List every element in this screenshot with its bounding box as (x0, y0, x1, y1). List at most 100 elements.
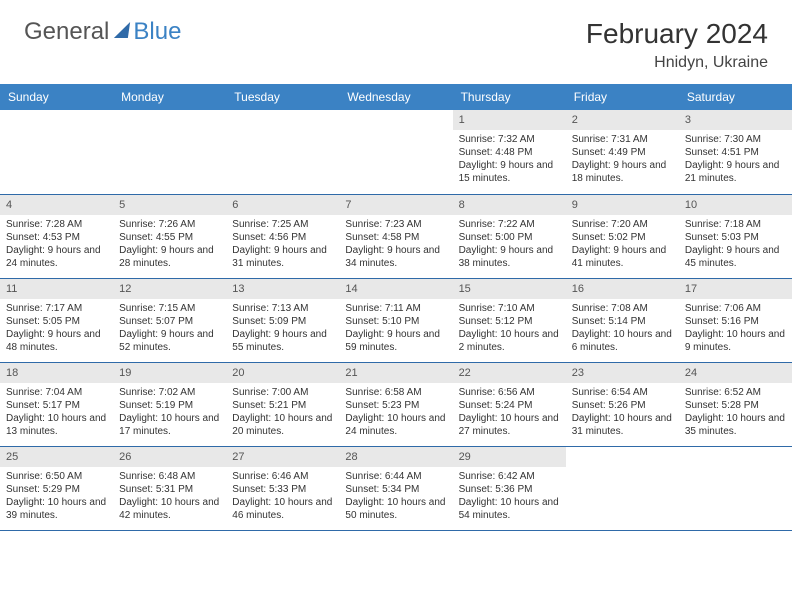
daylight-text: Daylight: 9 hours and 15 minutes. (459, 159, 560, 185)
sunrise-text: Sunrise: 7:26 AM (119, 218, 220, 231)
sunset-text: Sunset: 5:33 PM (232, 483, 333, 496)
day-cell (113, 110, 226, 194)
day-cell (0, 110, 113, 194)
day-info: Sunrise: 7:08 AMSunset: 5:14 PMDaylight:… (570, 302, 675, 354)
sunset-text: Sunset: 5:12 PM (459, 315, 560, 328)
day-info: Sunrise: 7:31 AMSunset: 4:49 PMDaylight:… (570, 133, 675, 185)
daylight-text: Daylight: 10 hours and 13 minutes. (6, 412, 107, 438)
day-number: 25 (0, 447, 113, 467)
daylight-text: Daylight: 10 hours and 35 minutes. (685, 412, 786, 438)
day-number: 5 (113, 195, 226, 215)
day-cell: 17 Sunrise: 7:06 AMSunset: 5:16 PMDayligh… (679, 278, 792, 362)
day-cell (226, 110, 339, 194)
day-cell: 12Sunrise: 7:15 AMSunset: 5:07 PMDayligh… (113, 278, 226, 362)
sunset-text: Sunset: 5:17 PM (6, 399, 107, 412)
day-header: Monday (113, 84, 226, 110)
daylight-text: Daylight: 10 hours and 46 minutes. (232, 496, 333, 522)
day-number: 24 (679, 363, 792, 383)
day-number: 13 (226, 279, 339, 299)
sunrise-text: Sunrise: 7:02 AM (119, 386, 220, 399)
day-number: 15 (453, 279, 566, 299)
day-cell: 10Sunrise: 7:18 AMSunset: 5:03 PMDayligh… (679, 194, 792, 278)
day-info: Sunrise: 7:00 AMSunset: 5:21 PMDaylight:… (230, 386, 335, 438)
sunrise-text: Sunrise: 7:13 AM (232, 302, 333, 315)
day-info: Sunrise: 7:11 AMSunset: 5:10 PMDaylight:… (343, 302, 448, 354)
sunset-text: Sunset: 5:00 PM (459, 231, 560, 244)
sunrise-text: Sunrise: 7:32 AM (459, 133, 560, 146)
daylight-text: Daylight: 9 hours and 52 minutes. (119, 328, 220, 354)
day-cell: 28 Sunrise: 6:44 AMSunset: 5:34 PMDayligh… (339, 446, 452, 530)
day-cell: 16Sunrise: 7:08 AMSunset: 5:14 PMDayligh… (566, 278, 679, 362)
day-cell: 23Sunrise: 6:54 AMSunset: 5:26 PMDayligh… (566, 362, 679, 446)
day-info: Sunrise: 7:06 AMSunset: 5:16 PMDaylight:… (683, 302, 788, 354)
day-cell: 4 Sunrise: 7:28 AMSunset: 4:53 PMDaylight… (0, 194, 113, 278)
day-cell: 2Sunrise: 7:31 AMSunset: 4:49 PMDaylight… (566, 110, 679, 194)
sunrise-text: Sunrise: 7:15 AM (119, 302, 220, 315)
day-cell: 29Sunrise: 6:42 AMSunset: 5:36 PMDayligh… (453, 446, 566, 530)
sunrise-text: Sunrise: 6:52 AM (685, 386, 786, 399)
day-number: 11 (0, 279, 113, 299)
sunrise-text: Sunrise: 7:20 AM (572, 218, 673, 231)
daylight-text: Daylight: 9 hours and 28 minutes. (119, 244, 220, 270)
day-number: 19 (113, 363, 226, 383)
sunrise-text: Sunrise: 7:06 AM (685, 302, 786, 315)
sunrise-text: Sunrise: 7:04 AM (6, 386, 107, 399)
sunset-text: Sunset: 5:05 PM (6, 315, 107, 328)
logo-text-general: General (24, 18, 109, 46)
day-info: Sunrise: 7:28 AMSunset: 4:53 PMDaylight:… (4, 218, 109, 270)
day-header: Friday (566, 84, 679, 110)
location: Hnidyn, Ukraine (586, 54, 768, 72)
sunset-text: Sunset: 4:49 PM (572, 146, 673, 159)
day-info: Sunrise: 6:42 AMSunset: 5:36 PMDaylight:… (457, 470, 562, 522)
day-info: Sunrise: 6:58 AMSunset: 5:23 PMDaylight:… (343, 386, 448, 438)
day-info: Sunrise: 7:17 AMSunset: 5:05 PMDaylight:… (4, 302, 109, 354)
day-cell: 26Sunrise: 6:48 AMSunset: 5:31 PMDayligh… (113, 446, 226, 530)
sunrise-text: Sunrise: 7:11 AM (345, 302, 446, 315)
week-row: 11Sunrise: 7:17 AMSunset: 5:05 PMDayligh… (0, 278, 792, 362)
sunset-text: Sunset: 4:48 PM (459, 146, 560, 159)
sunset-text: Sunset: 5:07 PM (119, 315, 220, 328)
sunset-text: Sunset: 4:58 PM (345, 231, 446, 244)
sunset-text: Sunset: 5:28 PM (685, 399, 786, 412)
daylight-text: Daylight: 9 hours and 48 minutes. (6, 328, 107, 354)
day-number: 28 (339, 447, 452, 467)
sunset-text: Sunset: 5:14 PM (572, 315, 673, 328)
day-header: Tuesday (226, 84, 339, 110)
day-number: 8 (453, 195, 566, 215)
day-cell: 20Sunrise: 7:00 AMSunset: 5:21 PMDayligh… (226, 362, 339, 446)
day-info: Sunrise: 6:44 AMSunset: 5:34 PMDaylight:… (343, 470, 448, 522)
day-info: Sunrise: 7:13 AMSunset: 5:09 PMDaylight:… (230, 302, 335, 354)
day-info: Sunrise: 6:56 AMSunset: 5:24 PMDaylight:… (457, 386, 562, 438)
day-number: 14 (339, 279, 452, 299)
day-cell: 7Sunrise: 7:23 AMSunset: 4:58 PMDaylight… (339, 194, 452, 278)
day-info: Sunrise: 7:22 AMSunset: 5:00 PMDaylight:… (457, 218, 562, 270)
day-cell: 25Sunrise: 6:50 AMSunset: 5:29 PMDayligh… (0, 446, 113, 530)
daylight-text: Daylight: 9 hours and 41 minutes. (572, 244, 673, 270)
daylight-text: Daylight: 10 hours and 27 minutes. (459, 412, 560, 438)
day-info: Sunrise: 7:32 AMSunset: 4:48 PMDaylight:… (457, 133, 562, 185)
day-info: Sunrise: 6:52 AMSunset: 5:28 PMDaylight:… (683, 386, 788, 438)
day-number: 10 (679, 195, 792, 215)
sunrise-text: Sunrise: 6:46 AM (232, 470, 333, 483)
daylight-text: Daylight: 10 hours and 42 minutes. (119, 496, 220, 522)
sunset-text: Sunset: 5:34 PM (345, 483, 446, 496)
daylight-text: Daylight: 9 hours and 21 minutes. (685, 159, 786, 185)
daylight-text: Daylight: 9 hours and 24 minutes. (6, 244, 107, 270)
sunset-text: Sunset: 5:16 PM (685, 315, 786, 328)
sunset-text: Sunset: 5:31 PM (119, 483, 220, 496)
daylight-text: Daylight: 10 hours and 31 minutes. (572, 412, 673, 438)
day-cell: 15Sunrise: 7:10 AMSunset: 5:12 PMDayligh… (453, 278, 566, 362)
sunset-text: Sunset: 5:10 PM (345, 315, 446, 328)
day-info: Sunrise: 7:02 AMSunset: 5:19 PMDaylight:… (117, 386, 222, 438)
daylight-text: Daylight: 9 hours and 18 minutes. (572, 159, 673, 185)
sunset-text: Sunset: 5:26 PM (572, 399, 673, 412)
day-number: 17 (679, 279, 792, 299)
sunset-text: Sunset: 4:55 PM (119, 231, 220, 244)
day-info: Sunrise: 6:54 AMSunset: 5:26 PMDaylight:… (570, 386, 675, 438)
daylight-text: Daylight: 9 hours and 38 minutes. (459, 244, 560, 270)
day-cell: 8 Sunrise: 7:22 AMSunset: 5:00 PMDaylight… (453, 194, 566, 278)
daylight-text: Daylight: 10 hours and 50 minutes. (345, 496, 446, 522)
day-cell: 11 Sunrise: 7:17 AMSunset: 5:05 PMDayligh… (0, 278, 113, 362)
sunrise-text: Sunrise: 7:17 AM (6, 302, 107, 315)
day-number: 4 (0, 195, 113, 215)
